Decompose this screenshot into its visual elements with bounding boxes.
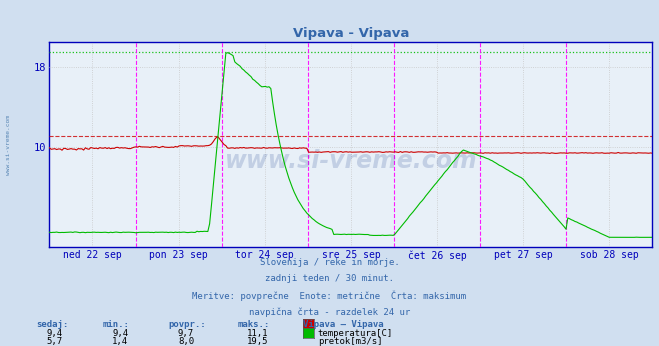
- Text: 8,0: 8,0: [178, 337, 194, 346]
- Text: Meritve: povprečne  Enote: metrične  Črta: maksimum: Meritve: povprečne Enote: metrične Črta:…: [192, 291, 467, 301]
- Text: 9,4: 9,4: [46, 329, 62, 338]
- Text: temperatura[C]: temperatura[C]: [318, 329, 393, 338]
- Text: navpična črta - razdelek 24 ur: navpična črta - razdelek 24 ur: [249, 308, 410, 317]
- Text: zadnji teden / 30 minut.: zadnji teden / 30 minut.: [265, 274, 394, 283]
- Text: 11,1: 11,1: [247, 329, 269, 338]
- Text: Vipava – Vipava: Vipava – Vipava: [303, 320, 384, 329]
- Text: povpr.:: povpr.:: [168, 320, 206, 329]
- Text: 1,4: 1,4: [112, 337, 128, 346]
- Text: 19,5: 19,5: [247, 337, 269, 346]
- Text: maks.:: maks.:: [237, 320, 270, 329]
- Text: 9,7: 9,7: [178, 329, 194, 338]
- Text: www.si-vreme.com: www.si-vreme.com: [225, 149, 477, 173]
- Text: sedaj:: sedaj:: [36, 320, 69, 329]
- Text: 9,4: 9,4: [112, 329, 128, 338]
- Text: min.:: min.:: [102, 320, 129, 329]
- Text: Slovenija / reke in morje.: Slovenija / reke in morje.: [260, 258, 399, 267]
- Title: Vipava - Vipava: Vipava - Vipava: [293, 27, 409, 40]
- Text: pretok[m3/s]: pretok[m3/s]: [318, 337, 382, 346]
- Text: www.si-vreme.com: www.si-vreme.com: [6, 115, 11, 175]
- Text: 5,7: 5,7: [46, 337, 62, 346]
